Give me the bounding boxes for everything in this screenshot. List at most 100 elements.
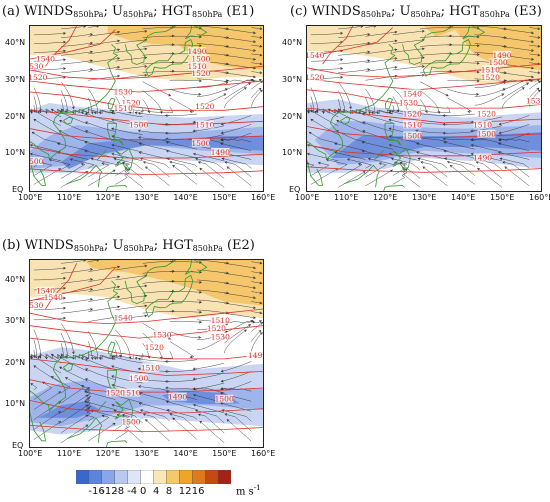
coastline bbox=[96, 401, 107, 413]
x-tick-label: 100°E bbox=[295, 193, 320, 202]
streamline bbox=[224, 283, 256, 289]
streamline bbox=[251, 311, 262, 314]
streamline bbox=[70, 158, 95, 169]
streamline-arrow bbox=[253, 276, 257, 280]
streamline bbox=[169, 27, 202, 29]
contour-label: 149 bbox=[248, 351, 263, 360]
contour-label-bg bbox=[211, 315, 230, 324]
streamline-arrow bbox=[253, 40, 257, 44]
streamline bbox=[138, 358, 170, 362]
streamline bbox=[88, 26, 99, 28]
contour-label-bg bbox=[30, 72, 47, 81]
streamline-arrow bbox=[117, 275, 121, 279]
streamline-arrow bbox=[394, 57, 398, 60]
streamline-arrow bbox=[96, 260, 100, 262]
streamline bbox=[142, 261, 175, 264]
streamline-arrow bbox=[253, 57, 257, 61]
streamline bbox=[142, 53, 175, 56]
streamline-arrow bbox=[307, 110, 310, 114]
coastline bbox=[66, 164, 103, 188]
streamline-arrow bbox=[317, 161, 321, 165]
streamline bbox=[416, 143, 448, 151]
streamline-arrow bbox=[171, 309, 175, 313]
streamline-arrow bbox=[117, 39, 121, 43]
streamline-arrow bbox=[30, 143, 33, 147]
streamline-arrow bbox=[449, 69, 453, 73]
streamline-arrow bbox=[224, 413, 228, 416]
streamline bbox=[142, 280, 175, 284]
streamline bbox=[169, 413, 198, 430]
streamline bbox=[196, 26, 229, 30]
streamline-arrow bbox=[138, 142, 142, 146]
streamline bbox=[39, 108, 62, 118]
streamline bbox=[400, 162, 421, 179]
streamline bbox=[529, 71, 540, 74]
contour-label-bg bbox=[129, 373, 148, 382]
coastline bbox=[184, 26, 208, 40]
streamline-arrow bbox=[117, 285, 121, 289]
streamline-arrow bbox=[314, 110, 318, 114]
streamline-arrow bbox=[531, 75, 535, 79]
streamline-arrow bbox=[531, 49, 535, 52]
contour-label-bg bbox=[524, 96, 541, 105]
streamline-arrow bbox=[538, 80, 541, 84]
contour-label: 1490 bbox=[168, 393, 187, 402]
streamline bbox=[165, 379, 198, 382]
streamline bbox=[111, 128, 143, 135]
streamline bbox=[501, 37, 534, 43]
streamline-arrow bbox=[111, 109, 115, 113]
streamline-arrow bbox=[470, 152, 474, 156]
streamline-arrow bbox=[139, 409, 143, 412]
colorbar-swatch bbox=[204, 469, 219, 485]
wind-shading-band bbox=[61, 136, 263, 169]
contour-label-bg bbox=[36, 54, 55, 63]
streamline bbox=[193, 404, 225, 414]
streamline-arrow bbox=[128, 356, 132, 360]
streamline-arrow bbox=[362, 121, 366, 124]
streamline bbox=[224, 273, 256, 279]
streamline bbox=[196, 309, 229, 314]
contour-label: 1500 bbox=[489, 58, 508, 67]
streamline bbox=[251, 271, 262, 274]
x-tick-label: 160°E bbox=[251, 449, 276, 458]
coastline bbox=[30, 44, 119, 160]
height-contour-line bbox=[30, 146, 263, 159]
streamline bbox=[145, 166, 170, 187]
streamline bbox=[251, 81, 263, 90]
contour-label: 1510 bbox=[121, 389, 140, 398]
streamline-arrow bbox=[503, 79, 507, 83]
streamline bbox=[251, 322, 263, 332]
streamline-arrow bbox=[259, 332, 263, 335]
panel-title-e2: (b) WINDS850hPa; U850hPa; HGT850hPa (E2) bbox=[2, 238, 255, 253]
streamline bbox=[61, 26, 86, 30]
streamline-arrow bbox=[98, 357, 102, 360]
streamline bbox=[115, 285, 147, 291]
streamline-arrow bbox=[334, 142, 338, 146]
streamline bbox=[365, 49, 397, 55]
height-contour-line bbox=[30, 168, 263, 175]
contour-label: 1500 bbox=[477, 130, 496, 139]
streamline bbox=[251, 291, 262, 294]
streamline-arrow bbox=[90, 50, 94, 54]
streamline bbox=[61, 33, 93, 38]
streamline bbox=[115, 329, 131, 359]
streamline bbox=[224, 72, 256, 78]
streamline bbox=[365, 31, 397, 37]
contour-label-bg bbox=[145, 342, 164, 351]
streamline-arrow bbox=[504, 166, 508, 170]
contour-label: 1500 bbox=[129, 121, 148, 130]
streamline bbox=[224, 79, 253, 91]
streamline-arrow bbox=[111, 135, 115, 138]
streamline bbox=[88, 415, 110, 432]
streamline-arrow bbox=[37, 356, 41, 359]
streamline bbox=[251, 27, 262, 30]
streamline bbox=[224, 46, 256, 51]
streamline bbox=[169, 161, 198, 176]
streamline-arrow bbox=[81, 111, 84, 115]
streamline-arrow bbox=[221, 157, 225, 161]
height-contour-line bbox=[30, 91, 263, 111]
streamline-arrow bbox=[253, 49, 257, 52]
streamline-arrow bbox=[165, 400, 169, 404]
streamline-arrow bbox=[50, 353, 54, 357]
streamline bbox=[142, 300, 174, 304]
